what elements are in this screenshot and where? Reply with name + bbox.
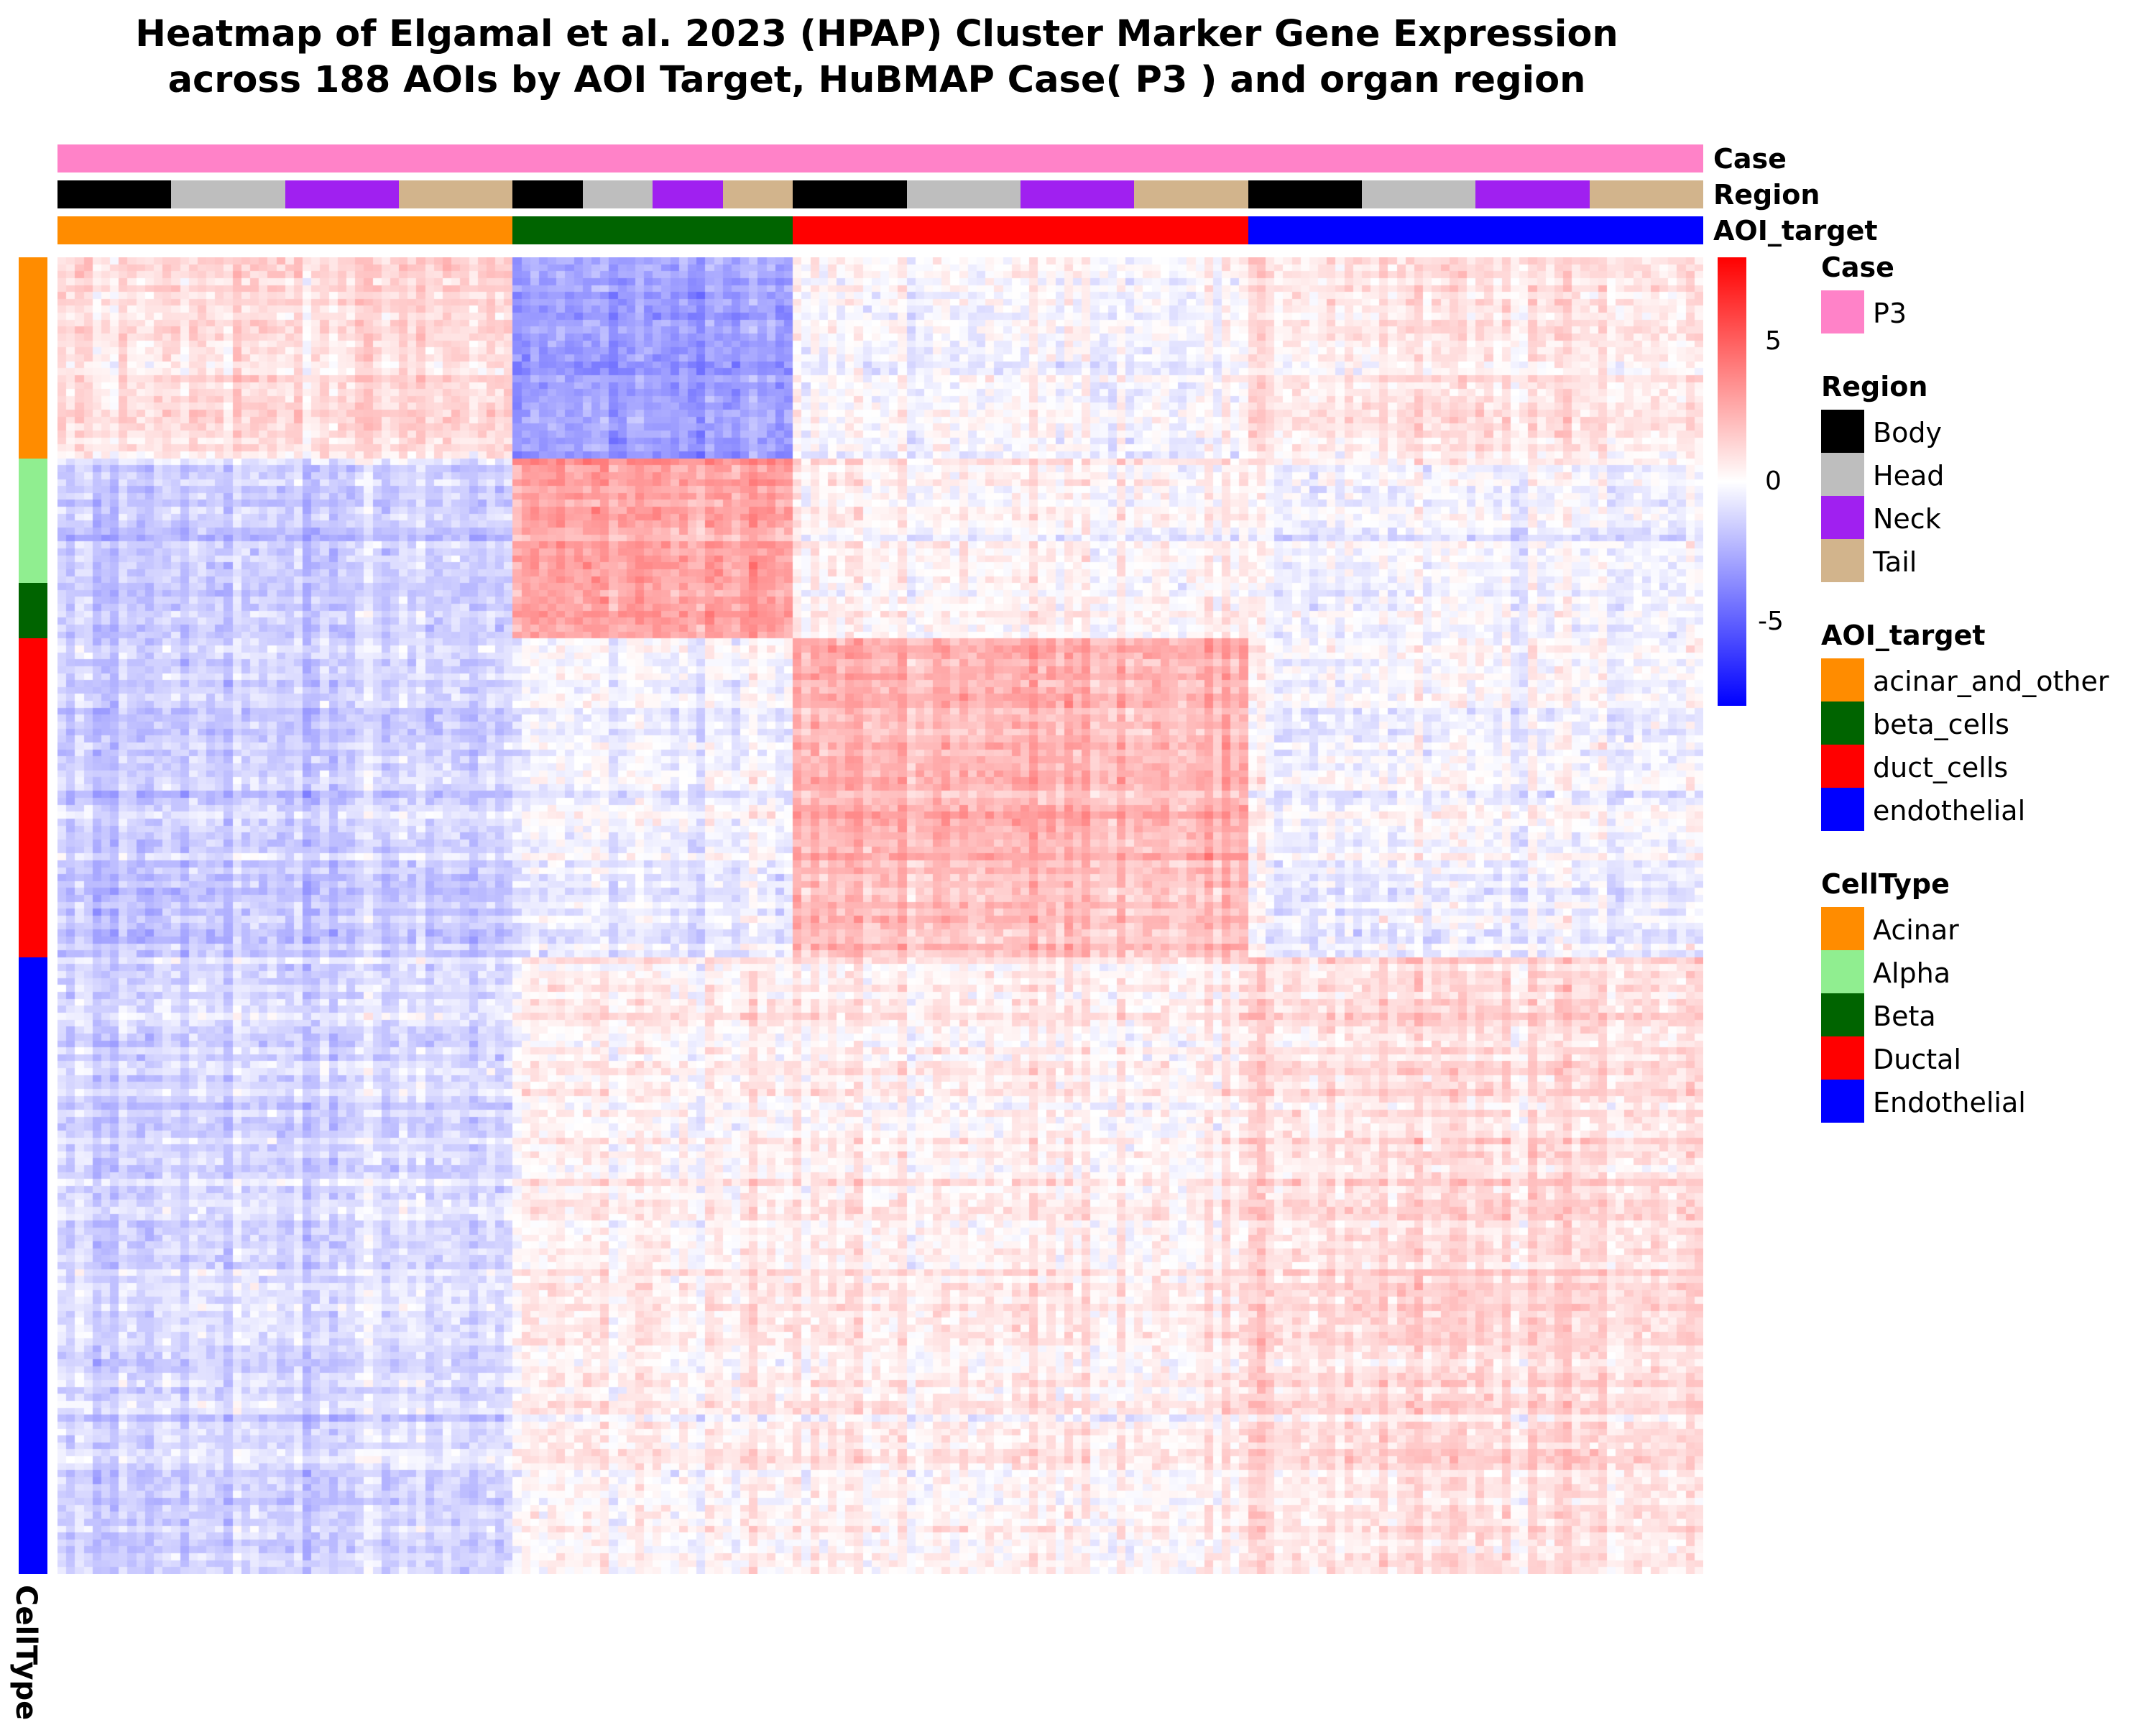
region-annotation-label: Region (1713, 179, 1820, 211)
aoi_target-segment-3 (1248, 216, 1703, 244)
region-segment-3 (399, 180, 512, 208)
case-annotation-bar (57, 144, 1703, 172)
color-scale-tick-label: 0 (1765, 466, 1782, 496)
region-segment-6 (653, 180, 723, 208)
region-segment-15 (1590, 180, 1703, 208)
celltype-segment-ductal (19, 638, 47, 957)
aoi-target-annotation-bar (57, 216, 1703, 244)
legend-swatch (1821, 1080, 1864, 1123)
legend-swatch (1821, 290, 1864, 334)
region-segment-14 (1475, 180, 1590, 208)
legend-item-label: duct_cells (1873, 752, 2009, 783)
color-scale-bar (1718, 257, 1746, 706)
legend-title-region: Region (1821, 371, 1928, 402)
legend-swatch (1821, 453, 1864, 496)
color-scale-tick-label: -5 (1758, 607, 1784, 636)
case-annotation-label: Case (1713, 143, 1787, 175)
legend-item-label: endothelial (1873, 795, 2026, 827)
aoi_target-segment-2 (793, 216, 1248, 244)
region-segment-9 (907, 180, 1021, 208)
region-segment-12 (1248, 180, 1362, 208)
legend-title-celltype: CellType (1821, 868, 1950, 900)
celltype-segment-beta (19, 583, 47, 638)
legend-item-label: beta_cells (1873, 709, 2009, 740)
legend-item-label: Ductal (1873, 1044, 1961, 1075)
legend-item-label: Alpha (1873, 957, 1951, 989)
celltype-segment-alpha (19, 459, 47, 583)
legend-item-label: Body (1873, 417, 1942, 448)
legend-title-aoi_target: AOI_target (1821, 620, 1986, 651)
legend-swatch (1821, 496, 1864, 539)
aoi-target-annotation-label: AOI_target (1713, 215, 1878, 247)
aoi_target-segment-0 (57, 216, 512, 244)
celltype-annotation-label: CellType (9, 1585, 42, 1721)
legend-swatch (1821, 1036, 1864, 1080)
celltype-segment-acinar (19, 257, 47, 459)
legend-swatch (1821, 410, 1864, 453)
chart-title-line-2: across 188 AOIs by AOI Target, HuBMAP Ca… (167, 59, 1586, 101)
region-segment-5 (583, 180, 653, 208)
region-segment-13 (1362, 180, 1475, 208)
legend-item-label: Beta (1873, 1000, 1936, 1032)
legend-swatch (1821, 907, 1864, 950)
celltype-annotation-bar (19, 257, 47, 1574)
region-segment-7 (723, 180, 793, 208)
celltype-segment-endothelial (19, 957, 47, 1574)
legend-item-label: Neck (1873, 503, 1941, 535)
color-scale-tick-label: 5 (1765, 326, 1782, 356)
legend-item-label: Head (1873, 460, 1945, 492)
chart-title-line-1: Heatmap of Elgamal et al. 2023 (HPAP) Cl… (135, 13, 1618, 55)
aoi_target-segment-1 (512, 216, 793, 244)
legend-title-case: Case (1821, 252, 1894, 283)
region-segment-4 (512, 180, 583, 208)
legend-swatch (1821, 745, 1864, 788)
legend-item-label: acinar_and_other (1873, 666, 2109, 697)
legend-swatch (1821, 950, 1864, 993)
heatmap-body (57, 257, 1703, 1574)
legend-item-label: Acinar (1873, 914, 1959, 946)
legend-item-label: P3 (1873, 298, 1907, 329)
legend-item-label: Endothelial (1873, 1087, 2026, 1118)
legend-swatch (1821, 539, 1864, 582)
case-segment-0 (57, 144, 1703, 172)
region-segment-1 (171, 180, 285, 208)
region-segment-10 (1021, 180, 1134, 208)
region-segment-0 (57, 180, 171, 208)
legend-swatch (1821, 788, 1864, 831)
region-segment-11 (1134, 180, 1248, 208)
region-segment-2 (285, 180, 399, 208)
legend-swatch (1821, 702, 1864, 745)
legend-swatch (1821, 658, 1864, 702)
region-annotation-bar (57, 180, 1703, 208)
legend-item-label: Tail (1873, 546, 1917, 578)
region-segment-8 (793, 180, 907, 208)
legend-swatch (1821, 993, 1864, 1036)
